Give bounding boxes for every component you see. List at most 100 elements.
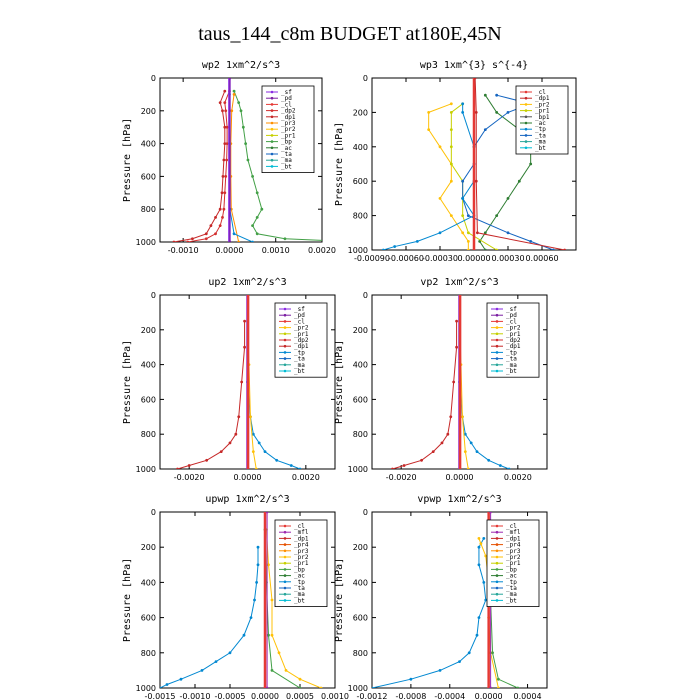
series-point-dp1: [243, 345, 246, 349]
legend-marker: [283, 555, 287, 559]
legend-label: _pr1: [281, 132, 296, 139]
legend-label: _pr1: [294, 331, 309, 338]
legend-marker: [283, 574, 287, 577]
series-point-tp: [498, 464, 502, 467]
series-point-tp: [257, 441, 261, 445]
panel-title: upwp 1xm^2/s^3: [205, 494, 289, 505]
series-point-ta: [529, 240, 533, 243]
y-tick-label: 200: [141, 107, 156, 116]
legend-box: [515, 85, 569, 155]
series-point-ac: [506, 197, 510, 200]
series-point-pr2: [484, 554, 488, 558]
series-point-dp1: [172, 240, 176, 242]
legend-marker: [524, 96, 528, 100]
y-tick-label: 200: [353, 543, 368, 552]
y-tick-label: 1000: [348, 246, 368, 255]
legend-label: _ma: [506, 362, 517, 369]
legend-marker: [495, 599, 499, 602]
series-point-mfl: [265, 686, 269, 688]
legend-label: _pr4: [294, 542, 309, 549]
legend-label: _tp: [294, 349, 305, 356]
x-tick-label: -0.0005: [215, 692, 246, 700]
series-point-dp1: [473, 78, 477, 80]
legend-marker: [524, 103, 528, 106]
legend-marker: [283, 326, 287, 329]
legend-label: _pr1: [506, 331, 521, 338]
y-tick-label: 0: [363, 508, 368, 517]
legend-label: _cl: [281, 101, 292, 108]
series-point-pr2: [319, 686, 323, 688]
series-point-pr2: [251, 450, 255, 453]
series-point-tp: [372, 686, 374, 688]
series-group: [172, 78, 322, 242]
x-tick-label: -0.0015: [145, 692, 176, 700]
y-tick-label: 0: [363, 74, 368, 83]
series-point-pr3: [230, 109, 234, 113]
x-tick-label: -0.0020: [386, 473, 417, 482]
series-point-dp1: [476, 231, 479, 235]
legend-marker: [495, 580, 499, 584]
legend-marker: [283, 561, 287, 565]
series-line-tp: [228, 94, 253, 242]
y-tick-label: 0: [151, 508, 156, 517]
series-point-dp1: [223, 142, 227, 146]
series-point-tp: [475, 450, 479, 453]
series-point-tp: [165, 683, 169, 686]
series-point-ac: [483, 93, 487, 97]
series-point-cl: [472, 248, 476, 250]
legend-label: _sf: [281, 89, 292, 96]
series-point-cl: [246, 467, 250, 469]
legend-label: _ma: [294, 362, 305, 369]
series-point-dp1: [221, 109, 224, 113]
series-point-pd: [228, 78, 232, 80]
y-tick-label: 0: [151, 291, 156, 300]
series-line-tp: [459, 381, 510, 469]
series-point-tp: [461, 102, 465, 106]
series-point-tp: [275, 458, 279, 462]
x-tick-label: 0.0020: [504, 473, 532, 482]
legend-label: _pd: [281, 95, 292, 102]
series-point-ac: [478, 240, 482, 243]
legend-marker: [283, 313, 287, 317]
legend-marker: [283, 307, 287, 311]
series-point-dp1: [455, 319, 458, 323]
series-point-tp: [289, 464, 293, 467]
y-tick-label: 600: [353, 177, 368, 186]
legend-marker: [524, 134, 528, 137]
panel-2: wp3 1xm^{3} s^{-4} Pressure [hPa] 0 200 400 6…: [334, 60, 577, 263]
series-point-tp: [249, 616, 253, 619]
legend-marker: [524, 127, 528, 131]
series-point-tp: [507, 467, 511, 469]
series-point-dp1: [391, 467, 394, 469]
series-point-dp2: [224, 175, 228, 178]
series-point-tp: [160, 686, 162, 688]
legend-marker: [270, 121, 274, 125]
series-point-dp1: [220, 191, 224, 195]
y-tick-label: 1000: [136, 238, 156, 247]
series-point-dp2: [224, 109, 228, 113]
legend-label: _pr2: [535, 101, 550, 108]
legend-marker: [283, 599, 287, 602]
x-tick-label: -0.00090: [354, 254, 390, 263]
series-point-tp: [482, 537, 486, 540]
series-point-dp1: [452, 380, 456, 384]
legend-label: _dp1: [281, 114, 296, 121]
legend-label: _bp: [281, 139, 292, 146]
legend-label: _cl: [294, 318, 305, 325]
legend-marker: [283, 351, 287, 354]
legend-marker: [283, 580, 287, 584]
panel-1: wp2 1xm^2/s^3 Pressure [hPa] 0 200 400 600 800…: [122, 60, 336, 255]
legend-label: _dp1: [506, 343, 521, 350]
series-point-tp: [461, 111, 465, 114]
legend-marker: [495, 351, 499, 354]
series-point-pr2: [438, 145, 442, 149]
series-point-mfl: [265, 512, 269, 514]
series-point-tp: [458, 660, 461, 663]
series-point-pr2: [277, 651, 281, 655]
series-point-dp2: [225, 142, 229, 146]
legend-marker: [270, 96, 274, 100]
y-tick-label: 800: [353, 212, 368, 221]
series-point-dp1: [228, 441, 232, 445]
y-tick-label: 800: [141, 430, 156, 439]
legend-marker: [524, 146, 528, 150]
